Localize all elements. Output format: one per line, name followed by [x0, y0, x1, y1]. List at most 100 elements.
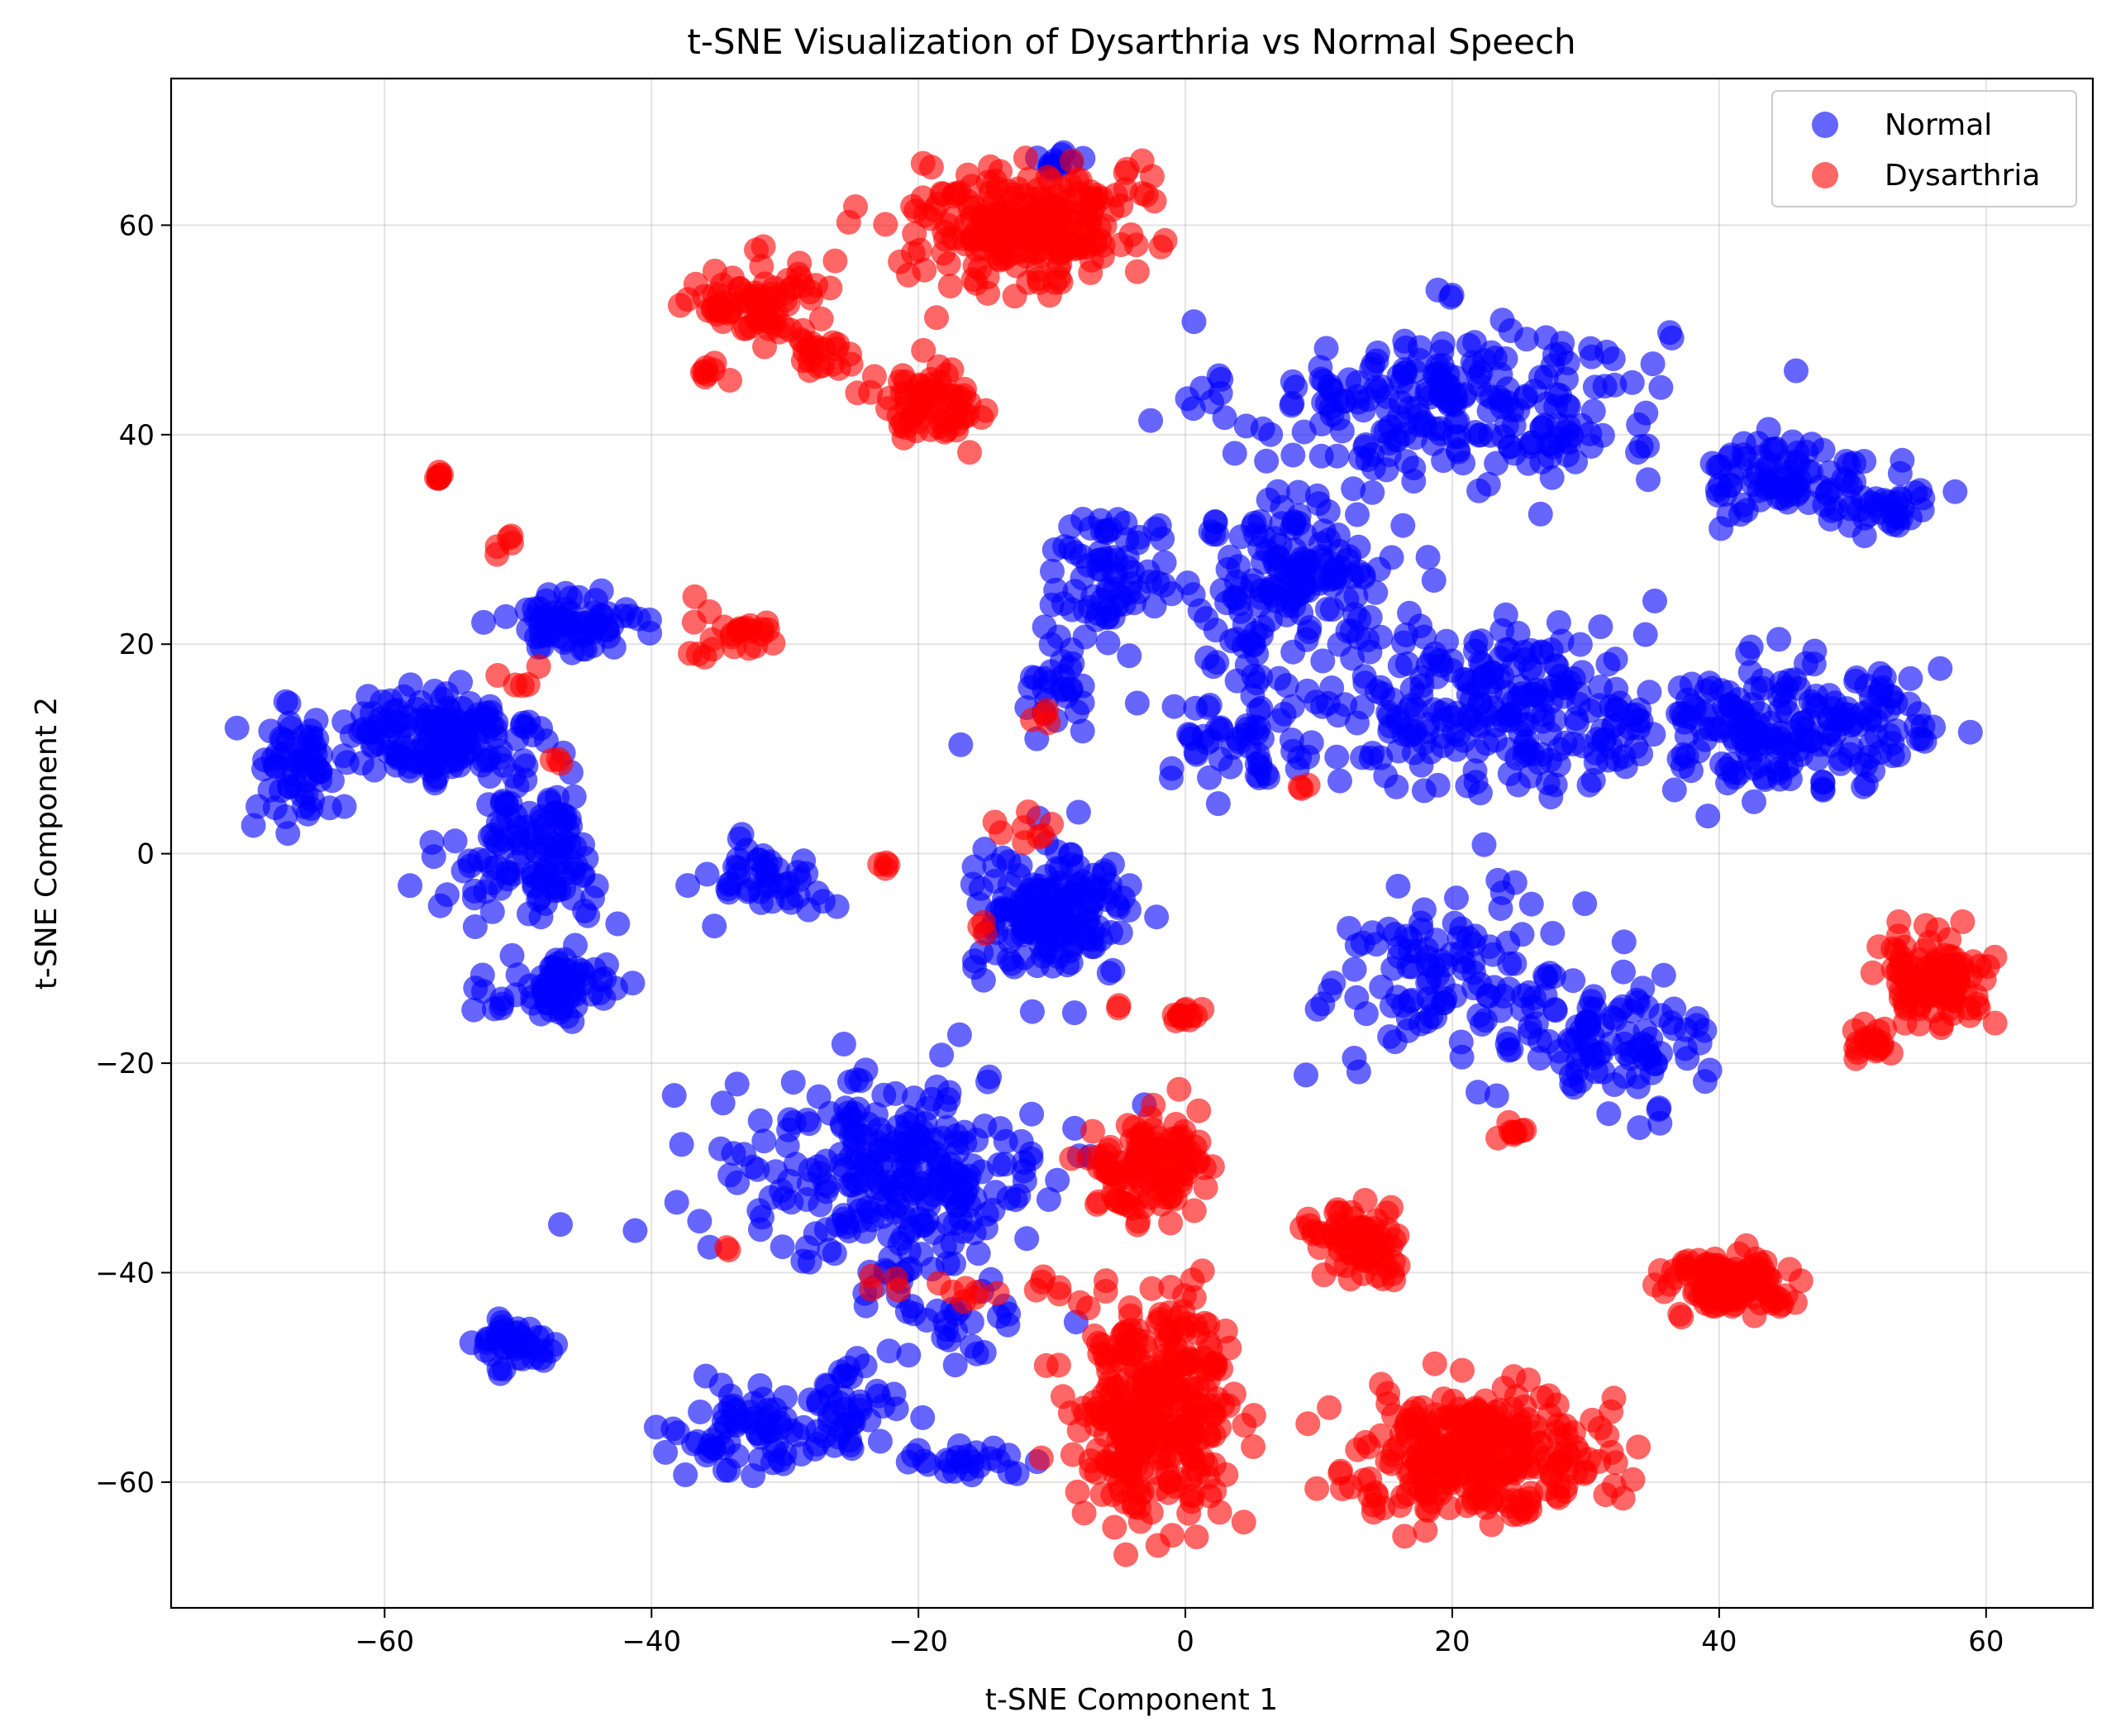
data-point	[1342, 956, 1367, 982]
data-point	[1064, 875, 1089, 900]
data-point	[1374, 457, 1399, 483]
data-point	[594, 952, 619, 977]
data-point	[1339, 618, 1365, 644]
data-point	[1152, 227, 1178, 253]
data-point	[962, 253, 988, 279]
data-point	[1888, 985, 1913, 1011]
data-point	[1296, 619, 1322, 645]
data-point	[1283, 374, 1308, 400]
data-point	[822, 248, 848, 274]
data-point	[1113, 1542, 1139, 1567]
data-point	[1099, 1400, 1124, 1425]
data-point	[1456, 332, 1481, 358]
data-point	[1592, 374, 1618, 399]
data-point	[960, 871, 985, 897]
data-point	[1093, 1423, 1118, 1448]
data-point	[894, 1196, 919, 1222]
data-point	[493, 793, 519, 818]
data-point	[1256, 487, 1281, 513]
data-point	[1184, 1524, 1209, 1550]
data-point	[427, 460, 452, 484]
data-point	[1033, 864, 1059, 889]
data-point	[724, 1071, 750, 1097]
data-point	[1767, 698, 1793, 723]
data-point	[1170, 1299, 1196, 1324]
data-point	[1488, 998, 1513, 1023]
data-point	[1466, 478, 1492, 503]
data-point	[1717, 703, 1742, 728]
data-point	[1461, 708, 1486, 733]
data-point	[722, 1398, 748, 1424]
data-point	[841, 1409, 866, 1435]
data-point	[884, 1396, 909, 1422]
data-point	[1147, 1306, 1173, 1332]
data-point	[1344, 985, 1370, 1010]
data-point	[1515, 683, 1541, 708]
data-point	[876, 1338, 902, 1364]
data-point	[1742, 1303, 1767, 1328]
data-point	[1633, 400, 1659, 426]
y-tick-label: 20	[119, 628, 155, 661]
data-point	[797, 358, 822, 384]
data-point	[1141, 594, 1167, 619]
data-point	[1181, 309, 1207, 335]
y-tick-label: −20	[95, 1047, 155, 1080]
data-point	[693, 355, 719, 380]
data-point	[1117, 643, 1142, 669]
data-point	[953, 1276, 979, 1301]
data-point	[1351, 565, 1376, 590]
data-point	[859, 1263, 884, 1289]
data-point	[1409, 665, 1435, 690]
data-point	[804, 880, 830, 906]
data-point	[1442, 392, 1467, 417]
data-point	[1570, 660, 1595, 685]
data-point	[1534, 1476, 1560, 1502]
data-point	[1501, 1364, 1527, 1390]
data-point	[1497, 761, 1523, 786]
data-point	[493, 603, 518, 629]
data-point	[896, 262, 921, 288]
data-point	[1628, 434, 1654, 459]
data-point	[1784, 358, 1809, 384]
data-point	[736, 877, 762, 903]
data-point	[1756, 417, 1781, 442]
data-point	[1340, 646, 1365, 671]
data-point	[1434, 628, 1459, 654]
data-point	[484, 710, 509, 736]
data-point	[1538, 689, 1564, 714]
data-point	[1611, 929, 1637, 955]
data-point	[1194, 645, 1220, 670]
data-point	[988, 1116, 1013, 1142]
data-point	[506, 815, 531, 841]
data-point	[1408, 1011, 1433, 1037]
data-point	[710, 1090, 736, 1116]
data-point	[1141, 1419, 1167, 1444]
data-point	[499, 942, 525, 968]
data-point	[937, 1449, 963, 1475]
data-point	[1152, 1384, 1178, 1409]
data-point	[1568, 1018, 1594, 1044]
data-point	[797, 1249, 822, 1275]
data-point	[528, 904, 554, 930]
data-point	[921, 1182, 946, 1208]
data-point	[717, 1162, 743, 1188]
data-point	[830, 1363, 855, 1389]
data-point	[1087, 876, 1113, 902]
data-point	[1533, 966, 1559, 991]
data-point	[1456, 926, 1481, 951]
data-point	[1124, 690, 1150, 716]
data-point	[808, 306, 834, 331]
data-point	[996, 1443, 1022, 1468]
data-point	[932, 219, 957, 245]
data-point	[1507, 1408, 1532, 1433]
data-point	[1567, 632, 1593, 657]
data-point	[874, 1169, 899, 1195]
data-point	[1425, 277, 1451, 303]
data-point	[780, 275, 806, 300]
data-point	[1244, 763, 1270, 789]
data-point	[1370, 1495, 1396, 1521]
data-point	[1695, 804, 1721, 829]
data-point	[1036, 1187, 1061, 1212]
data-point	[986, 1152, 1012, 1177]
data-point	[1003, 1187, 1028, 1213]
